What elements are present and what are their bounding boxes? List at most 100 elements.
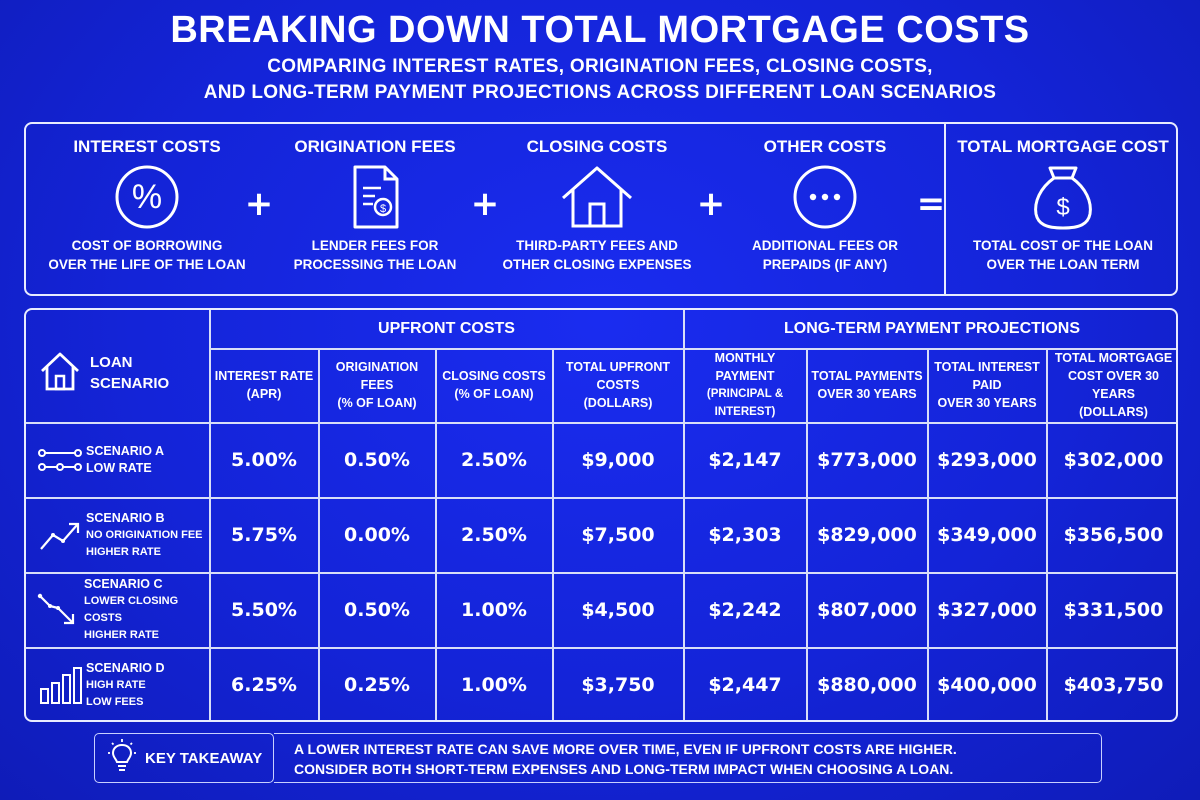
loan-header-line-1: LOAN: [90, 354, 133, 371]
table-cell: 1.00%: [461, 599, 527, 621]
scenario-name: SCENARIO A: [86, 444, 165, 458]
scenario-name: SCENARIO C: [84, 577, 163, 591]
component-desc-2: OVER THE LIFE OF THE LOAN: [48, 257, 246, 272]
component-title: CLOSING COSTS: [526, 137, 668, 156]
col-header-total-payments: TOTAL PAYMENTS OVER 30 YEARS: [807, 348, 927, 422]
table-cell: $349,000: [937, 524, 1037, 546]
col-header-line: INTEREST RATE: [214, 369, 314, 383]
component-desc-1: THIRD-PARTY FEES AND: [516, 238, 678, 253]
house-icon: [38, 349, 82, 397]
component-desc-1: ADDITIONAL FEES OR: [751, 238, 898, 253]
loan-scenario-header: LOAN SCENARIO: [38, 338, 208, 408]
svg-text:$: $: [380, 203, 386, 215]
table-row-scenario-b: SCENARIO B NO ORIGINATION FEE HIGHER RAT…: [34, 498, 214, 572]
table-cell: $2,303: [708, 524, 782, 546]
table-divider: [209, 348, 1176, 350]
table-divider: [927, 348, 929, 720]
table-row-scenario-a: SCENARIO A LOW RATE: [34, 423, 214, 497]
col-header-line: (APR): [246, 387, 282, 401]
table-cell: 5.00%: [231, 449, 297, 471]
component-desc-1: COST OF BORROWING: [71, 238, 223, 253]
key-takeaway-text: A LOWER INTEREST RATE CAN SAVE MORE OVER…: [274, 733, 1102, 783]
col-header-line: (% OF LOAN): [337, 396, 417, 410]
lightbulb-icon: [107, 739, 137, 777]
scenario-desc: HIGHER RATE: [84, 629, 159, 641]
table-cell: $356,500: [1063, 524, 1164, 546]
scenario-desc: HIGH RATE: [86, 678, 146, 691]
component-desc-2: PROCESSING THE LOAN: [293, 257, 457, 272]
table-divider: [806, 348, 808, 720]
table-cell: 0.50%: [344, 449, 410, 471]
component-title: INTEREST COSTS: [73, 137, 221, 156]
col-header-monthly-payment: MONTHLY PAYMENT (PRINCIPAL & INTEREST): [684, 348, 806, 422]
table-cell: $400,000: [937, 674, 1037, 696]
col-header-line: COST OVER 30 YEARS: [1068, 369, 1159, 401]
plus-operator: +: [696, 184, 726, 224]
table-divider: [552, 348, 554, 720]
table-cell: 2.50%: [461, 524, 527, 546]
key-takeaway-label-box: KEY TAKEAWAY: [94, 733, 274, 783]
scenario-desc: LOW RATE: [86, 461, 152, 475]
col-header-line: MONTHLY PAYMENT: [714, 351, 776, 383]
table-cell: 6.25%: [231, 674, 297, 696]
col-header-line: OVER 30 YEARS: [937, 396, 1037, 410]
col-header-closing-costs: CLOSING COSTS (% OF LOAN): [436, 348, 552, 422]
svg-text:$: $: [1056, 194, 1069, 221]
group-header-longterm: LONG-TERM PAYMENT PROJECTIONS: [783, 320, 1081, 337]
table-cell: 0.00%: [344, 524, 410, 546]
equals-operator: =: [916, 184, 946, 224]
table-cell: $293,000: [937, 449, 1037, 471]
component-desc-2: OVER THE LOAN TERM: [986, 257, 1140, 272]
table-cell: $2,447: [708, 674, 782, 696]
table-cell: 5.50%: [231, 599, 297, 621]
header: BREAKING DOWN TOTAL MORTGAGE COSTS COMPA…: [0, 6, 1200, 106]
table-cell: 0.25%: [344, 674, 410, 696]
table-cell: $2,242: [708, 599, 782, 621]
scenario-desc: LOWER CLOSING COSTS: [84, 595, 179, 624]
col-header-line: CLOSING COSTS: [442, 369, 546, 383]
page-title: BREAKING DOWN TOTAL MORTGAGE COSTS: [170, 9, 1030, 51]
table-cell: 0.50%: [344, 599, 410, 621]
plus-operator: +: [244, 184, 274, 224]
component-desc-2: OTHER CLOSING EXPENSES: [502, 257, 692, 272]
plus-operator: +: [470, 184, 500, 224]
table-divider: [683, 310, 685, 720]
loan-scenarios-table: LOAN SCENARIO UPFRONT COSTS LONG-TERM PA…: [24, 308, 1178, 722]
trend-up-icon: [34, 517, 86, 553]
col-header-line: TOTAL UPFRONT COSTS: [565, 360, 671, 392]
component-closing-costs: CLOSING COSTS THIRD-PARTY FEES AND OTHER…: [492, 124, 702, 294]
percent-icon: %: [42, 158, 252, 236]
scenario-desc: NO ORIGINATION FEE: [86, 528, 203, 541]
table-divider: [26, 647, 1176, 649]
house-icon: [492, 158, 702, 236]
scenario-desc: LOW FEES: [86, 695, 144, 708]
table-cell: $7,500: [581, 524, 655, 546]
scenario-desc: HIGHER RATE: [86, 545, 161, 558]
key-takeaway-line-1: A LOWER INTEREST RATE CAN SAVE MORE OVER…: [294, 741, 957, 757]
panel-divider: [944, 124, 946, 294]
table-divider: [435, 348, 437, 720]
subtitle-line-2: AND LONG-TERM PAYMENT PROJECTIONS ACROSS…: [203, 82, 997, 103]
component-title: TOTAL MORTGAGE COST: [957, 137, 1169, 156]
key-takeaway-label: KEY TAKEAWAY: [145, 749, 263, 767]
component-origination-fees: ORIGINATION FEES $ LENDER FEES FOR PROCE…: [270, 124, 480, 294]
table-cell: $4,500: [581, 599, 655, 621]
nodes-line-icon: [34, 445, 86, 475]
scenario-name: SCENARIO D: [86, 660, 165, 675]
component-title: OTHER COSTS: [763, 137, 887, 156]
table-cell: $773,000: [817, 449, 917, 471]
table-cell: 2.50%: [461, 449, 527, 471]
col-header-line: (DOLLARS): [583, 396, 653, 410]
svg-text:%: %: [132, 178, 162, 216]
table-cell: $880,000: [817, 674, 917, 696]
col-header-line: (PRINCIPAL & INTEREST): [706, 388, 784, 418]
table-cell: $2,147: [708, 449, 782, 471]
table-cell: $829,000: [817, 524, 917, 546]
col-header-line: OVER 30 YEARS: [817, 387, 917, 401]
col-header-origination-fees: ORIGINATION FEES (% OF LOAN): [319, 348, 435, 422]
table-divider: [26, 497, 1176, 499]
col-header-line: ORIGINATION FEES: [335, 360, 419, 392]
ellipsis-icon: [720, 158, 930, 236]
component-title: ORIGINATION FEES: [294, 137, 456, 156]
key-takeaway-line-2: CONSIDER BOTH SHORT-TERM EXPENSES AND LO…: [294, 761, 954, 777]
